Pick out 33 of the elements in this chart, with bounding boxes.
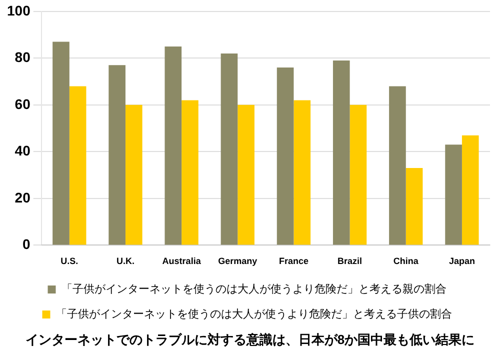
bar xyxy=(276,68,294,245)
bar xyxy=(445,144,462,245)
y-tick-label: 100 xyxy=(7,2,31,18)
y-tick-label: 60 xyxy=(14,96,31,112)
x-tick-label: China xyxy=(393,256,420,266)
text: インターネットでのトラブルに対する意識は、日本が8か国中最も低い結果に xyxy=(24,331,476,349)
legend-label: 「子供がインターネットを使うのは大人が使うより危険だ」と考える子供の割合 xyxy=(56,308,452,321)
x-tick-label: France xyxy=(278,256,308,266)
legend-label: 「子供がインターネットを使うのは大人が使うより危険だ」と考える親の割合 xyxy=(61,282,446,296)
bar xyxy=(332,60,350,245)
bar xyxy=(125,104,142,245)
x-tick-label: U.S. xyxy=(60,256,78,266)
bar xyxy=(294,100,311,245)
bar xyxy=(182,100,198,245)
bar xyxy=(406,168,423,245)
bar xyxy=(462,135,479,245)
y-tick-label: 80 xyxy=(14,49,31,66)
x-tick-label: Australia xyxy=(162,256,202,266)
bar xyxy=(164,46,182,245)
x-tick-label: Japan xyxy=(448,256,475,266)
x-tick-label: Germany xyxy=(218,256,258,266)
y-tick-label: 0 xyxy=(22,236,31,252)
bar xyxy=(220,53,238,245)
bar xyxy=(238,104,254,245)
bar xyxy=(69,86,86,245)
bar xyxy=(52,42,70,245)
bar xyxy=(350,104,367,245)
x-tick-label: U.K. xyxy=(116,256,134,266)
y-tick-label: 20 xyxy=(14,189,31,206)
x-tick-label: Brazil xyxy=(338,256,362,266)
bar xyxy=(389,86,406,245)
y-tick-label: 40 xyxy=(14,142,31,159)
bar xyxy=(108,65,126,245)
